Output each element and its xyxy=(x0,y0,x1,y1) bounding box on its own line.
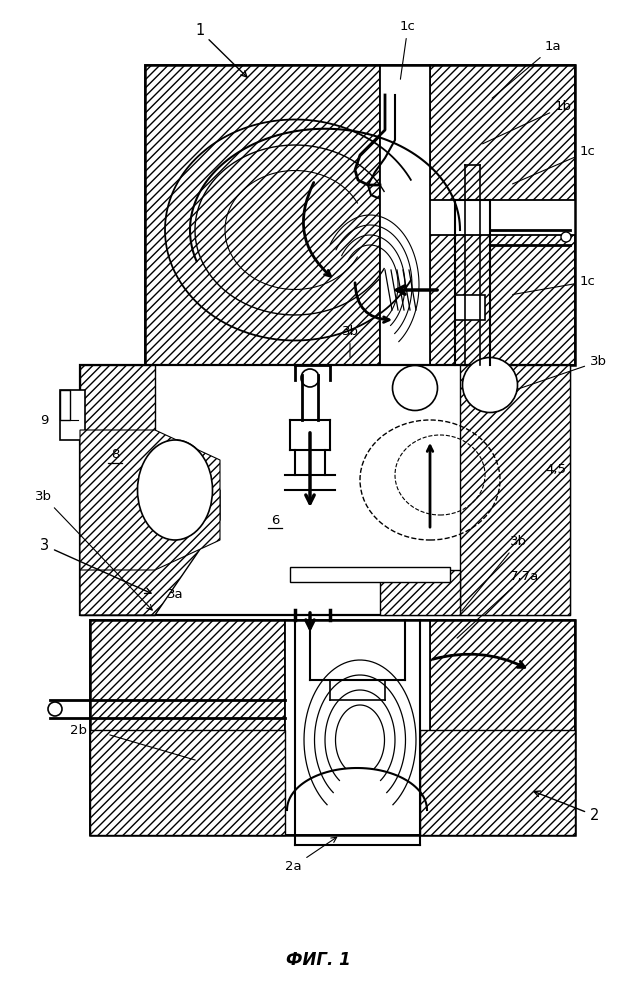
Ellipse shape xyxy=(138,440,213,540)
Text: 7,7a: 7,7a xyxy=(457,570,540,638)
Polygon shape xyxy=(460,365,570,615)
Text: 9: 9 xyxy=(40,414,48,426)
Text: 2: 2 xyxy=(534,791,599,823)
Bar xyxy=(290,567,450,582)
Text: 1c: 1c xyxy=(400,20,416,79)
Polygon shape xyxy=(80,365,155,615)
Text: 3: 3 xyxy=(40,538,151,594)
Text: 2b: 2b xyxy=(70,724,87,736)
Polygon shape xyxy=(80,430,220,570)
Text: 3b: 3b xyxy=(462,535,527,611)
Circle shape xyxy=(561,232,571,242)
Polygon shape xyxy=(430,620,575,835)
Polygon shape xyxy=(90,730,285,835)
Text: 3b: 3b xyxy=(341,325,359,357)
Text: 3b: 3b xyxy=(518,355,607,389)
Text: 3a: 3a xyxy=(167,588,183,601)
Polygon shape xyxy=(380,65,430,365)
Circle shape xyxy=(48,702,62,716)
Polygon shape xyxy=(80,490,220,615)
Polygon shape xyxy=(380,570,460,615)
Text: 1a: 1a xyxy=(492,40,562,98)
Polygon shape xyxy=(90,620,285,835)
Bar xyxy=(455,295,485,320)
Bar xyxy=(60,390,85,440)
Text: ФИГ. 1: ФИГ. 1 xyxy=(285,951,350,969)
Text: 1b: 1b xyxy=(482,100,572,144)
Text: 6: 6 xyxy=(271,514,279,526)
Polygon shape xyxy=(80,365,570,615)
Text: 1: 1 xyxy=(195,23,247,77)
Ellipse shape xyxy=(138,440,213,540)
Text: 1c: 1c xyxy=(513,275,596,295)
Polygon shape xyxy=(430,65,575,200)
Ellipse shape xyxy=(392,365,438,410)
Polygon shape xyxy=(145,65,380,365)
Text: 1c: 1c xyxy=(513,145,596,184)
Polygon shape xyxy=(285,620,430,835)
Polygon shape xyxy=(430,235,575,365)
Bar xyxy=(60,390,70,420)
Circle shape xyxy=(301,369,319,387)
Text: 3b: 3b xyxy=(35,490,152,610)
Text: 8: 8 xyxy=(111,448,119,462)
Text: 2a: 2a xyxy=(285,837,337,873)
Text: 4,5: 4,5 xyxy=(545,464,566,477)
Polygon shape xyxy=(420,730,575,835)
Ellipse shape xyxy=(462,358,517,412)
